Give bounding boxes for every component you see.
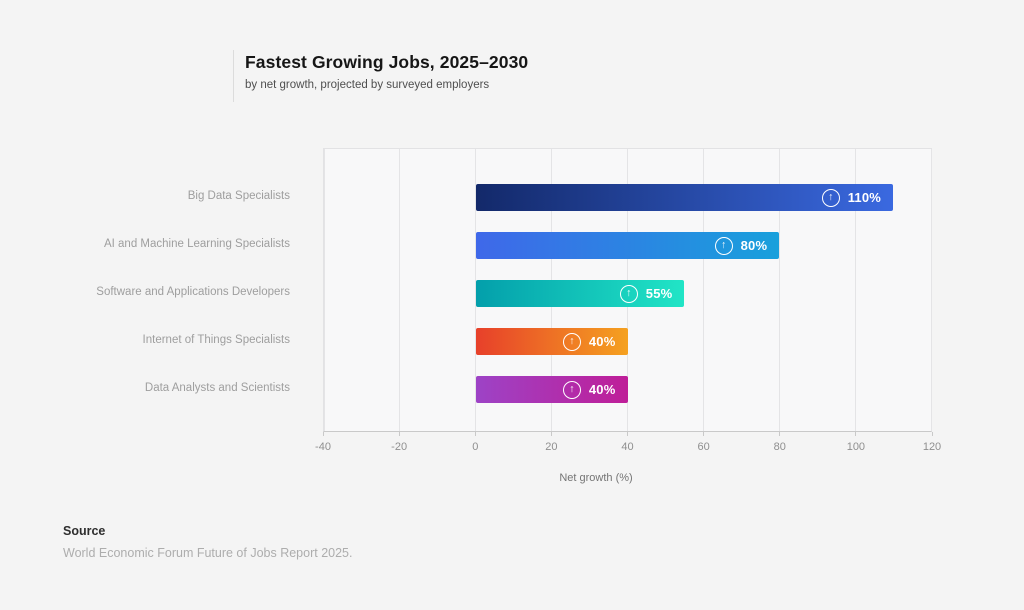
category-label: Data Analysts and Scientists xyxy=(144,382,290,394)
bar-ai-and-machine-learning-specialists: ↑ 80% xyxy=(475,232,780,259)
gridline xyxy=(854,149,856,431)
axis-tick xyxy=(779,432,781,436)
category-label: Big Data Specialists xyxy=(187,190,290,202)
category-label: Software and Applications Developers xyxy=(96,286,290,298)
bar-big-data-specialists: ↑ 110% xyxy=(475,184,894,211)
axis-tick xyxy=(550,432,552,436)
source-heading: Source xyxy=(63,524,106,538)
gridline xyxy=(930,149,932,431)
axis-tick xyxy=(474,432,476,436)
chart-subtitle: by net growth, projected by surveyed emp… xyxy=(245,79,490,91)
title-divider xyxy=(233,50,234,102)
category-labels: Big Data Specialists AI and Machine Learn… xyxy=(40,148,290,432)
bar-internet-of-things-specialists: ↑ 40% xyxy=(475,328,628,355)
axis-tick xyxy=(703,432,705,436)
axis-tick-label: 120 xyxy=(922,441,942,453)
bar-software-and-applications-developers: ↑ 55% xyxy=(475,280,685,307)
up-arrow-icon: ↑ xyxy=(714,236,733,255)
up-arrow-icon: ↑ xyxy=(562,332,581,351)
axis-tick-label: 100 xyxy=(846,441,866,453)
bar-value-label: 55% xyxy=(645,286,673,301)
gridline xyxy=(702,149,704,431)
axis-tick-label: 80 xyxy=(773,441,786,453)
axis-tick-label: 0 xyxy=(472,441,479,453)
bar-value-label: 40% xyxy=(588,334,616,349)
bar-value-label: 80% xyxy=(740,238,768,253)
x-axis-label: Net growth (%) xyxy=(559,472,633,484)
axis-tick-label: 60 xyxy=(697,441,710,453)
category-label: Internet of Things Specialists xyxy=(142,334,290,346)
category-label: AI and Machine Learning Specialists xyxy=(103,238,290,250)
axis-tick-label: -40 xyxy=(315,441,331,453)
axis-tick xyxy=(322,432,324,436)
axis-tick-label: -20 xyxy=(391,441,408,453)
axis-tick xyxy=(931,432,933,436)
bar-data-analysts-and-scientists: ↑ 40% xyxy=(475,376,628,403)
bar-value-label: 110% xyxy=(847,190,882,205)
up-arrow-icon: ↑ xyxy=(821,188,840,207)
axis-tick xyxy=(855,432,857,436)
plot-area: ↑ 110% ↑ 80% ↑ 55% ↑ 40% ↑ 40% xyxy=(323,148,932,432)
up-arrow-icon: ↑ xyxy=(562,380,581,399)
chart-title: Fastest Growing Jobs, 2025–2030 xyxy=(245,52,529,72)
axis-tick-label: 40 xyxy=(621,441,634,453)
gridline xyxy=(399,149,401,431)
up-arrow-icon: ↑ xyxy=(619,284,638,303)
axis-tick xyxy=(627,432,628,436)
bar-value-label: 40% xyxy=(588,382,616,397)
source-text: World Economic Forum Future of Jobs Repo… xyxy=(63,546,353,560)
gridline xyxy=(778,149,780,431)
axis-tick xyxy=(398,432,400,436)
gridline xyxy=(323,149,325,431)
axis-tick-label: 20 xyxy=(545,441,558,453)
